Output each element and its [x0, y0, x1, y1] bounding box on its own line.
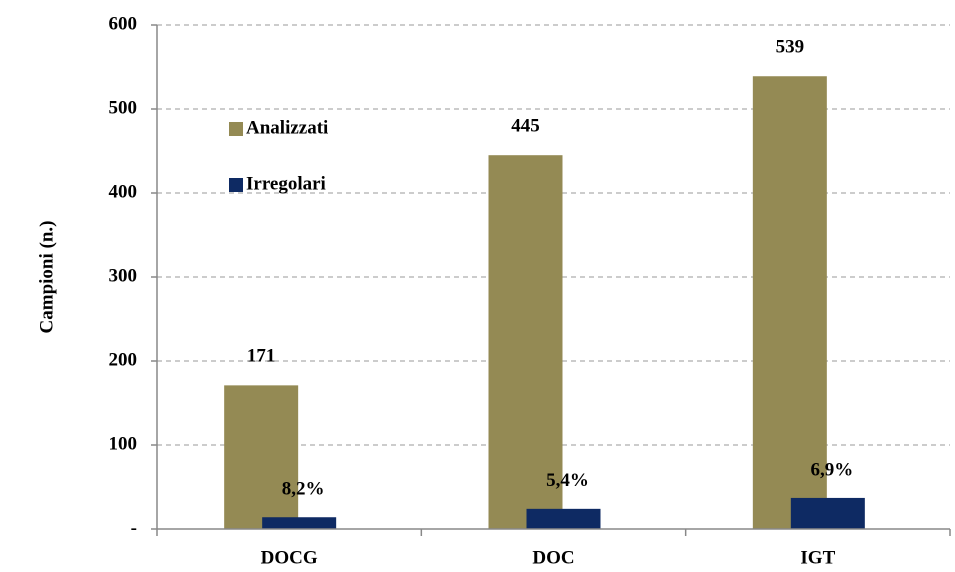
- legend-swatch: [229, 178, 243, 192]
- bar: [224, 385, 299, 529]
- legend-label: Irregolari: [246, 173, 326, 194]
- bar: [262, 517, 337, 529]
- legend-swatch: [229, 122, 243, 136]
- y-tick-label: 300: [109, 265, 138, 286]
- annotation: 5,4%: [546, 470, 589, 491]
- x-tick-label: DOCG: [261, 547, 318, 568]
- y-tick-label: 100: [109, 433, 138, 454]
- bar: [488, 155, 563, 529]
- data-label: 171: [247, 346, 276, 367]
- legend-label: Analizzati: [246, 117, 328, 138]
- annotation: 8,2%: [282, 479, 325, 500]
- data-label: 539: [776, 37, 805, 58]
- bar: [790, 497, 865, 529]
- y-axis-label: Campioni (n.): [36, 221, 57, 334]
- y-tick-label: 400: [109, 181, 138, 202]
- annotation: 6,9%: [810, 459, 853, 480]
- y-tick-label: 500: [109, 97, 138, 118]
- y-tick-label: 200: [109, 349, 138, 370]
- y-tick-label: -: [131, 517, 137, 538]
- y-tick-label: 600: [109, 13, 138, 34]
- bar: [526, 508, 601, 529]
- x-tick-label: DOC: [532, 547, 574, 568]
- x-tick-label: IGT: [800, 547, 835, 568]
- data-label: 445: [511, 116, 540, 137]
- bar: [752, 76, 827, 530]
